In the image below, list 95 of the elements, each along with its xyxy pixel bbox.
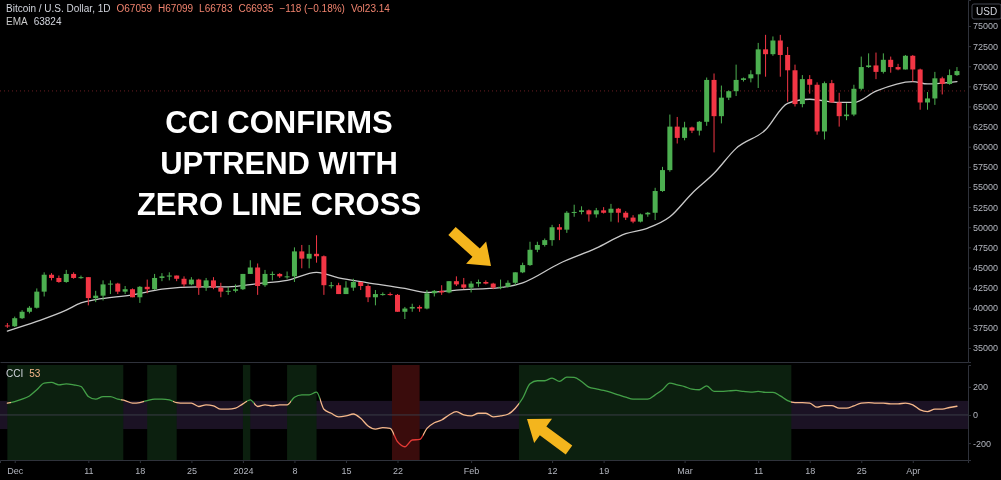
candlestick: [873, 52, 879, 80]
text: USD: [976, 6, 998, 17]
candlestick: [652, 187, 658, 221]
x-tick-label: 11: [754, 466, 764, 477]
candlestick: [910, 54, 916, 83]
y-tick-label: 47500: [973, 242, 999, 253]
y-tick-label: 55000: [973, 182, 999, 193]
x-tick-label: 11: [84, 466, 94, 477]
candlestick: [549, 224, 555, 247]
annotation: H67099: [158, 3, 194, 14]
candlestick: [785, 46, 791, 103]
y-tick-label: 60000: [973, 142, 999, 153]
candlestick: [468, 280, 474, 293]
candlestick: [505, 279, 511, 289]
candlestick: [100, 279, 106, 301]
candlestick: [299, 244, 305, 269]
candlestick: [284, 271, 290, 280]
x-tick-label: 19: [599, 466, 610, 477]
candlestick: [122, 285, 128, 295]
candlestick: [733, 64, 739, 97]
chart-title: CCI: [6, 368, 24, 379]
y-tick-label: 35000: [973, 343, 999, 354]
candlestick: [78, 275, 84, 280]
x-tick-label: Dec: [7, 466, 24, 477]
annotation: L66783: [199, 3, 233, 14]
y-tick-label: 37500: [973, 323, 999, 334]
candlestick: [630, 214, 636, 224]
candlestick: [674, 116, 680, 145]
candlestick: [770, 35, 776, 57]
y-tick-label: 72500: [973, 41, 999, 52]
candlestick: [387, 291, 393, 297]
candlestick: [954, 66, 960, 77]
candlestick: [107, 279, 113, 295]
line-series: [6, 376, 958, 448]
y-tick-label: 70000: [973, 61, 999, 72]
chart-title: Bitcoin / U.S. Dollar, 1D: [6, 3, 111, 14]
candlestick: [586, 209, 592, 223]
candlestick: [763, 34, 769, 78]
candlestick: [527, 241, 533, 267]
x-tick-label: Apr: [906, 466, 921, 477]
candlestick: [880, 52, 886, 74]
x-tick-label: 25: [856, 466, 867, 477]
y-tick-label: 52500: [973, 202, 999, 213]
line-series: [6, 80, 958, 332]
annotation: C66935: [238, 3, 274, 14]
candlestick: [608, 203, 614, 223]
candlestick: [343, 280, 349, 295]
annotation: 53: [29, 368, 41, 379]
annotation: O67059: [116, 3, 153, 14]
candlestick: [41, 271, 47, 297]
candlestick: [807, 74, 813, 95]
candlestick: [402, 306, 408, 320]
y-tick-label: 45000: [973, 262, 999, 273]
y-tick-label: 50000: [973, 222, 999, 233]
x-tick-label: 2024: [233, 466, 254, 477]
y-tick-label: 75000: [973, 21, 999, 32]
annotation: −118 (−0.18%): [279, 3, 345, 14]
y-tick-label: 200: [973, 382, 989, 393]
annotation: CCI CONFIRMS UPTREND WITH ZERO LINE CROSS: [136, 105, 422, 222]
x-tick-label: 12: [547, 466, 558, 477]
candlestick: [866, 52, 872, 69]
y-tick-label: 40000: [973, 303, 999, 314]
candlestick: [571, 204, 577, 218]
y-tick-label: 67500: [973, 81, 999, 92]
x-tick-label: 18: [805, 466, 816, 477]
candlestick: [380, 291, 386, 297]
y-tick-label: 62500: [973, 122, 999, 132]
y-tick-label: -200: [973, 438, 992, 449]
x-tick-label: 8: [292, 466, 298, 477]
candlestick: [306, 244, 312, 269]
candlestick: [159, 272, 165, 282]
y-tick-label: 57500: [973, 162, 999, 173]
candlestick: [660, 166, 666, 193]
candlestick: [932, 71, 938, 106]
y-tick-label: 65000: [973, 101, 999, 112]
text: EMA: [6, 16, 28, 27]
candlestick: [85, 276, 91, 306]
x-tick-label: 18: [135, 466, 146, 477]
y-tick-label: 0: [973, 410, 979, 421]
x-tick-label: 15: [341, 466, 352, 477]
candlestick: [718, 85, 724, 124]
candlestick: [836, 92, 842, 128]
annotation: 63824: [33, 16, 62, 27]
x-tick-label: 22: [393, 466, 404, 477]
candlestick: [682, 121, 688, 141]
candlestick: [777, 34, 783, 78]
y-tick-label: 42500: [973, 283, 999, 293]
x-tick-label: Feb: [463, 466, 480, 477]
x-tick-label: Mar: [677, 466, 693, 477]
candlestick: [34, 287, 40, 310]
candlestick: [255, 262, 261, 296]
x-tick-label: 25: [186, 466, 197, 477]
candlestick: [564, 210, 570, 234]
annotation: Vol23.14: [350, 3, 391, 14]
candlestick: [858, 56, 864, 91]
